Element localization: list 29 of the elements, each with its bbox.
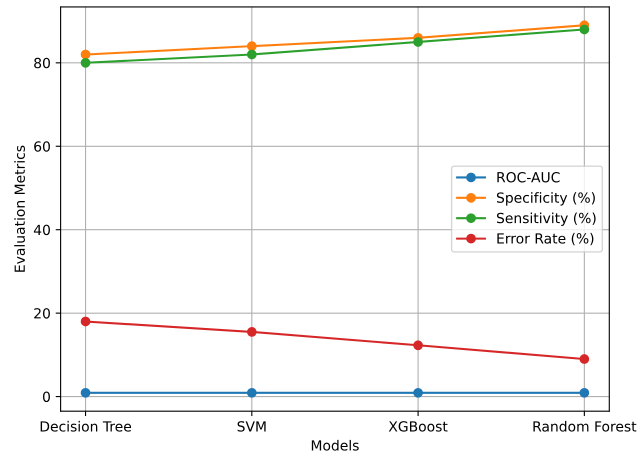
point [80,316,90,326]
point [246,50,257,60]
point [80,388,90,398]
point [413,340,423,350]
point [246,388,257,398]
legend-label: Specificity (%) [496,192,595,206]
legend-label: Sensitivity (%) [496,212,596,226]
point [80,58,90,68]
point [579,24,590,34]
y-axis-title: Evaluation Metrics [14,146,25,272]
x-tick-label: XGBoost [388,421,448,432]
y-tick-label: 60 [34,141,50,152]
y-tick-label: 40 [34,224,50,236]
x-tick-label: SVM [238,421,266,432]
point [246,41,257,52]
point [413,388,423,398]
x-tick-label: Random Forest [533,420,636,432]
legend-label: ROC-AUC [497,172,560,183]
y-tick-label: 80 [34,58,50,68]
point [80,50,90,60]
y-tick-label: 20 [34,308,50,319]
point [413,37,423,47]
point [246,327,257,337]
x-axis-title: Models [312,440,359,451]
y-tick-label: 0 [42,392,50,402]
legend-label: Error Rate (%) [497,232,594,246]
point [579,354,590,364]
x-tick-label: Decision Tree [40,420,132,432]
point [579,388,590,398]
